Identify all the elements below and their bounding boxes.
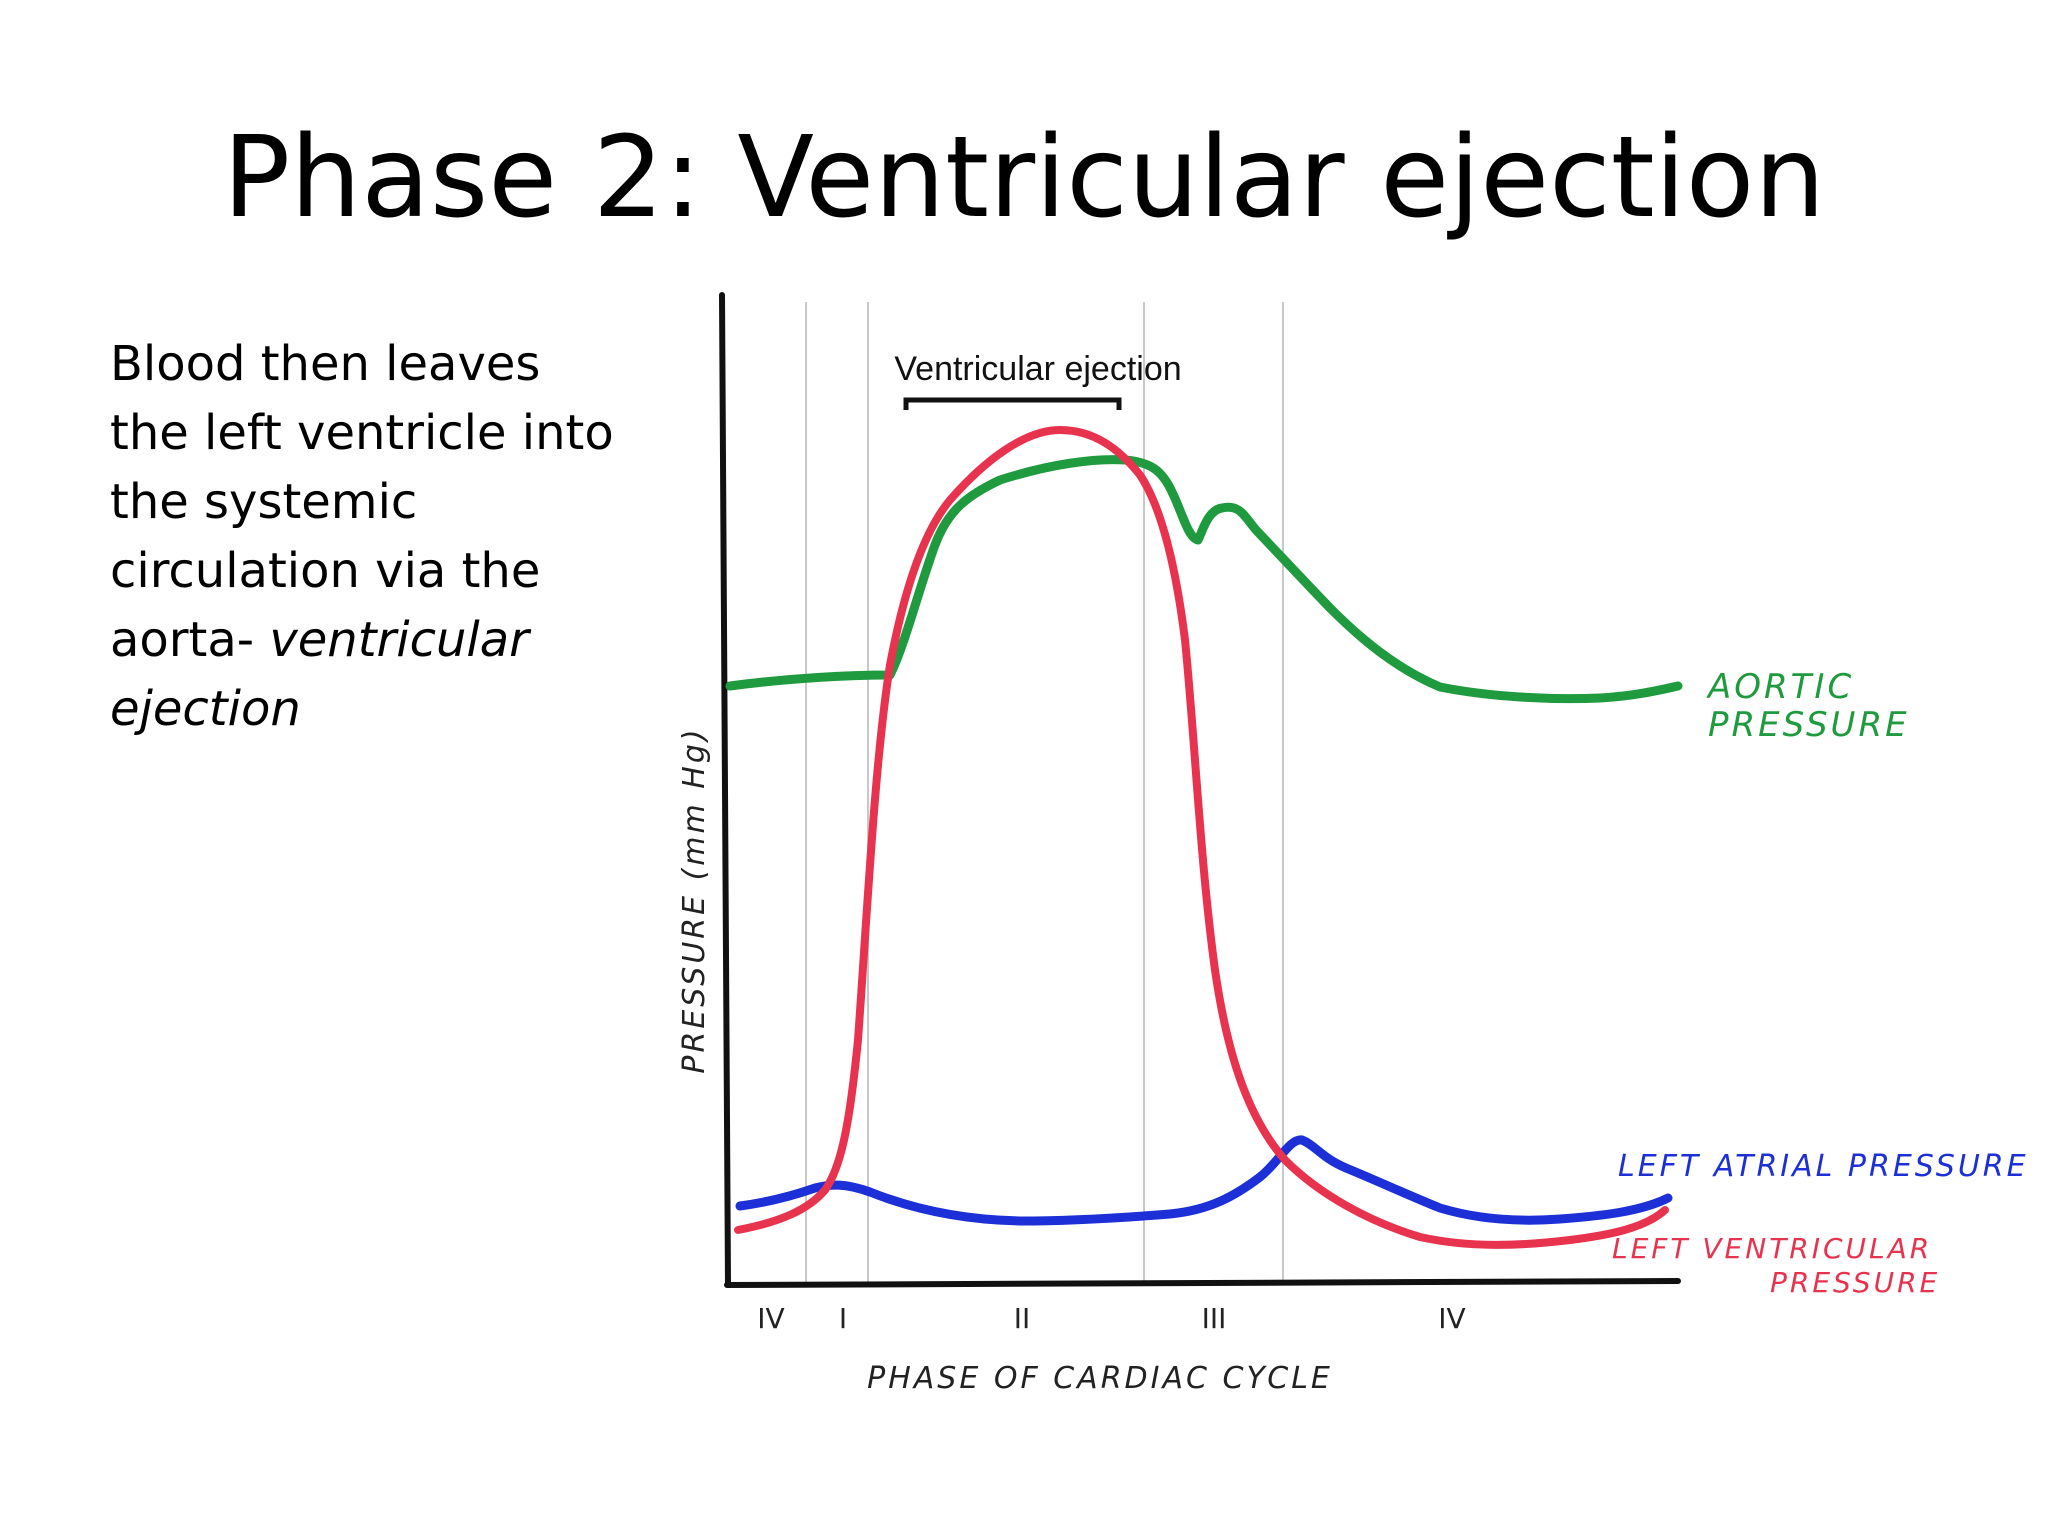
aortic-pressure-label-line2: PRESSURE (1708, 705, 1910, 745)
left-atrial-pressure-curve (735, 1135, 1673, 1226)
y-axis-label: PRESSURE (mm Hg) (677, 726, 712, 1073)
phase-label-iv-end: IV (1438, 1302, 1465, 1335)
body-text-normal: Blood then leaves the left ventricle int… (110, 336, 614, 668)
left-atrial-pressure-label: LEFT ATRIAL PRESSURE (1618, 1149, 2029, 1184)
left-ventricular-pressure-label-line2: PRESSURE (1770, 1266, 1940, 1299)
phase-label-iv-start: IV (757, 1302, 784, 1335)
slide-body-text: Blood then leaves the left ventricle int… (110, 330, 630, 744)
left-ventricular-pressure-label-line1: LEFT VENTRICULAR (1612, 1232, 1932, 1265)
aortic-pressure-curve (725, 455, 1683, 704)
ejection-annotation: Ventricular ejection (894, 350, 1181, 388)
body-text-italic: ventricular ejection (110, 612, 529, 737)
ejection-bracket (903, 397, 1122, 410)
phase-label-i: I (839, 1302, 847, 1335)
phase-label-iii: III (1202, 1302, 1227, 1335)
x-axis-label: PHASE OF CARDIAC CYCLE (867, 1361, 1333, 1396)
y-axis (719, 292, 731, 1288)
left-ventricular-pressure-curve (734, 426, 1669, 1249)
slide-title: Phase 2: Ventricular ejection (222, 113, 1826, 243)
x-axis (724, 1278, 1681, 1288)
phase-label-ii: II (1014, 1302, 1031, 1335)
aortic-pressure-label-line1: AORTIC (1706, 667, 1854, 707)
